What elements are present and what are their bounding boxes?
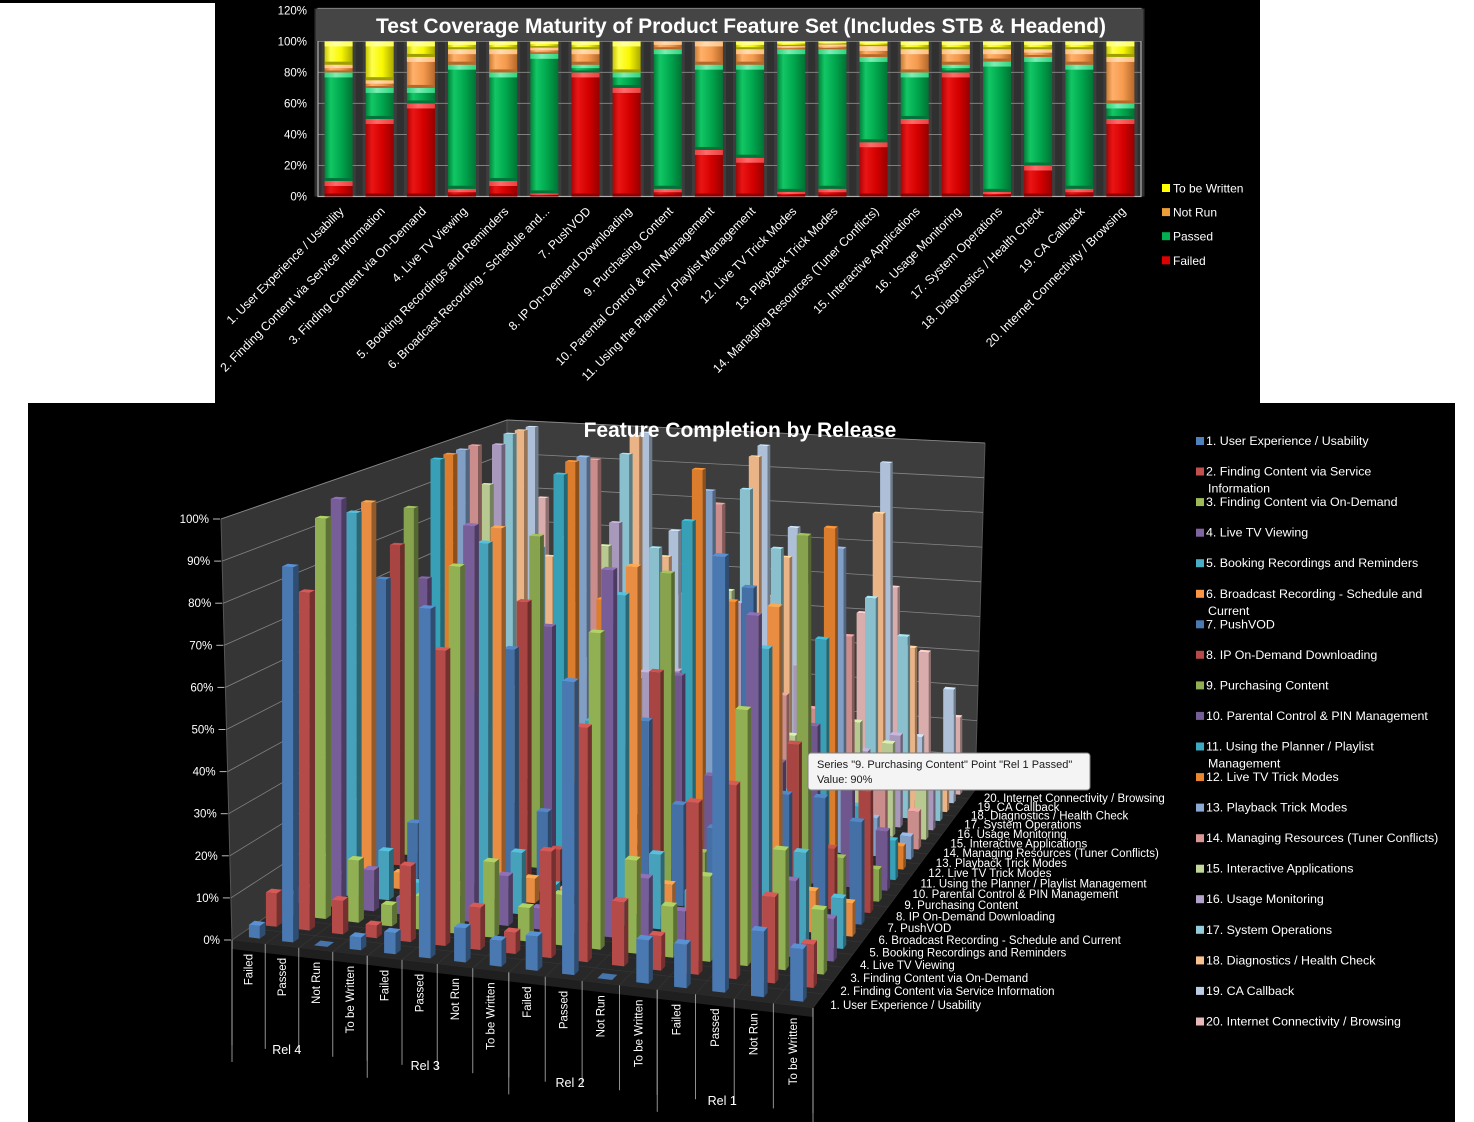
svg-text:2. Finding Content via Service: 2. Finding Content via Service	[1206, 465, 1371, 479]
svg-text:Series "9. Purchasing Content": Series "9. Purchasing Content" Point "Re…	[817, 759, 1072, 771]
svg-text:18. Diagnostics / Health Check: 18. Diagnostics / Health Check	[971, 811, 1128, 823]
svg-text:To be Written: To be Written	[486, 982, 498, 1050]
svg-text:120%: 120%	[278, 5, 307, 17]
svg-text:6. Broadcast Recording - Sched: 6. Broadcast Recording - Schedule and Cu…	[879, 935, 1122, 947]
svg-text:0%: 0%	[290, 192, 307, 204]
svg-text:Failed: Failed	[380, 970, 392, 1001]
svg-text:Rel 1: Rel 1	[708, 1094, 737, 1108]
svg-text:3. Finding Content via On-Dema: 3. Finding Content via On-Demand	[1206, 495, 1398, 509]
svg-text:20%: 20%	[284, 161, 307, 173]
svg-text:10%: 10%	[196, 893, 219, 905]
svg-text:Passed: Passed	[277, 958, 289, 996]
svg-text:40%: 40%	[284, 130, 307, 142]
svg-text:Failed: Failed	[522, 987, 534, 1018]
svg-text:60%: 60%	[284, 98, 307, 110]
svg-text:20. Internet Connectivity / Br: 20. Internet Connectivity / Browsing	[984, 793, 1165, 805]
svg-text:16. Usage Monitoring: 16. Usage Monitoring	[1206, 892, 1324, 906]
svg-text:5. Booking Recordings and Remi: 5. Booking Recordings and Reminders	[1206, 556, 1418, 570]
svg-text:4. Live TV Viewing: 4. Live TV Viewing	[860, 960, 955, 972]
svg-text:16. Usage Monitoring: 16. Usage Monitoring	[957, 829, 1066, 841]
svg-text:13. Playback Trick Modes: 13. Playback Trick Modes	[936, 858, 1067, 870]
svg-text:17. System Operations: 17. System Operations	[964, 820, 1081, 832]
svg-text:40%: 40%	[193, 767, 216, 779]
svg-text:Passed: Passed	[415, 974, 427, 1012]
svg-text:Not Run: Not Run	[596, 995, 608, 1037]
svg-text:0%: 0%	[203, 935, 220, 947]
svg-text:Test Coverage Maturity of Prod: Test Coverage Maturity of Product Featur…	[376, 15, 1106, 38]
svg-text:To be Written: To be Written	[1173, 182, 1243, 196]
svg-text:15. Interactive Applications: 15. Interactive Applications	[1206, 862, 1353, 876]
svg-text:9. Purchasing Content: 9. Purchasing Content	[904, 900, 1019, 912]
svg-text:To be Written: To be Written	[633, 1000, 645, 1068]
svg-text:Failed: Failed	[244, 954, 256, 985]
svg-text:Failed: Failed	[671, 1004, 683, 1035]
svg-text:10. Parental Control & PIN Man: 10. Parental Control & PIN Management	[1206, 709, 1428, 723]
svg-text:60%: 60%	[190, 682, 213, 694]
svg-text:19. CA Callback: 19. CA Callback	[978, 802, 1060, 814]
svg-text:To be Written: To be Written	[788, 1018, 800, 1086]
svg-text:30%: 30%	[194, 809, 217, 821]
svg-text:1. User Experience / Usability: 1. User Experience / Usability	[1206, 434, 1369, 448]
svg-text:50%: 50%	[191, 725, 214, 737]
svg-text:5. Booking Recordings and Remi: 5. Booking Recordings and Reminders	[869, 947, 1066, 959]
svg-text:14. Managing Resources (Tuner: 14. Managing Resources (Tuner Conflicts)	[1206, 831, 1438, 845]
svg-text:80%: 80%	[188, 598, 211, 610]
svg-text:4. Live TV Viewing: 4. Live TV Viewing	[1206, 526, 1308, 540]
svg-text:90%: 90%	[187, 556, 210, 568]
svg-text:Rel 3: Rel 3	[411, 1059, 440, 1073]
svg-text:1. User Experience / Usability: 1. User Experience / Usability	[830, 1000, 981, 1012]
svg-text:To be Written: To be Written	[345, 966, 357, 1034]
svg-text:Current: Current	[1208, 604, 1250, 618]
svg-text:14. Managing Resources (Tuner: 14. Managing Resources (Tuner Conflicts)	[943, 848, 1159, 860]
svg-text:7. PushVOD: 7. PushVOD	[1206, 617, 1275, 631]
svg-text:Value: 90%: Value: 90%	[817, 774, 873, 786]
svg-text:Feature Completion by Release: Feature Completion by Release	[584, 419, 897, 442]
svg-text:2. Finding Content via Service: 2. Finding Content via Service Informati…	[840, 986, 1054, 998]
svg-text:11. Using the Planner / Playli: 11. Using the Planner / Playlist Managem…	[921, 879, 1148, 891]
svg-text:Passed: Passed	[710, 1009, 722, 1047]
svg-text:7. PushVOD: 7. PushVOD	[887, 923, 951, 935]
svg-text:Not Run: Not Run	[450, 978, 462, 1020]
svg-text:13. Playback Trick Modes: 13. Playback Trick Modes	[1206, 801, 1347, 815]
svg-text:6. Broadcast Recording - Sched: 6. Broadcast Recording - Schedule and	[1206, 587, 1422, 601]
svg-text:Passed: Passed	[559, 991, 571, 1029]
svg-text:80%: 80%	[284, 67, 307, 79]
svg-text:18. Diagnostics / Health Check: 18. Diagnostics / Health Check	[1206, 953, 1376, 967]
svg-text:Not Run: Not Run	[1173, 206, 1217, 220]
svg-text:Rel 4: Rel 4	[272, 1043, 301, 1057]
svg-text:19. CA Callback: 19. CA Callback	[1206, 984, 1295, 998]
svg-text:Not Run: Not Run	[749, 1013, 761, 1055]
svg-text:Management: Management	[1208, 757, 1281, 771]
svg-text:100%: 100%	[278, 36, 307, 48]
svg-text:9. Purchasing Content: 9. Purchasing Content	[1206, 678, 1329, 692]
svg-text:12. Live TV Trick Modes: 12. Live TV Trick Modes	[928, 868, 1051, 880]
svg-text:Information: Information	[1208, 482, 1270, 496]
svg-text:17. System Operations: 17. System Operations	[1206, 923, 1332, 937]
svg-text:11. Using the Planner / Playli: 11. Using the Planner / Playlist	[1206, 740, 1374, 754]
svg-text:70%: 70%	[189, 640, 212, 652]
svg-text:Rel 2: Rel 2	[556, 1076, 585, 1090]
svg-text:12. Live TV Trick Modes: 12. Live TV Trick Modes	[1206, 770, 1339, 784]
svg-text:Not Run: Not Run	[311, 962, 323, 1004]
svg-text:8. IP On-Demand Downloading: 8. IP On-Demand Downloading	[1206, 648, 1377, 662]
svg-text:20%: 20%	[195, 851, 218, 863]
svg-text:Failed: Failed	[1173, 254, 1206, 268]
svg-text:100%: 100%	[180, 514, 209, 526]
svg-text:10. Parental Control & PIN Man: 10. Parental Control & PIN Management	[913, 889, 1120, 901]
svg-text:20. Internet Connectivity / Br: 20. Internet Connectivity / Browsing	[1206, 1015, 1401, 1029]
svg-text:3. Finding Content via On-Dema: 3. Finding Content via On-Demand	[850, 973, 1028, 985]
svg-text:15. Interactive Applications: 15. Interactive Applications	[950, 838, 1087, 850]
svg-text:8. IP On-Demand Downloading: 8. IP On-Demand Downloading	[896, 912, 1055, 924]
svg-text:Passed: Passed	[1173, 230, 1213, 244]
